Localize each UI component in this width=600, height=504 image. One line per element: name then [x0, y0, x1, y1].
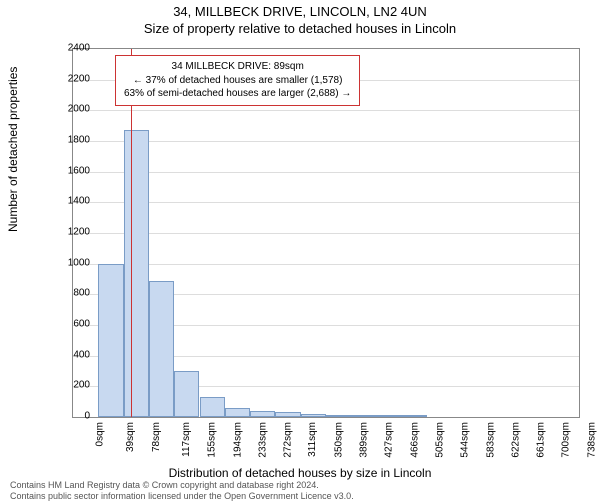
xtick-label: 622sqm: [510, 422, 521, 458]
attribution-text: Contains HM Land Registry data © Crown c…: [10, 480, 354, 502]
xtick-label: 0sqm: [94, 422, 105, 446]
ytick-label: 2200: [50, 73, 90, 84]
chart-title-sub: Size of property relative to detached ho…: [0, 21, 600, 36]
xtick-label: 661sqm: [536, 422, 547, 458]
attribution-line1: Contains HM Land Registry data © Crown c…: [10, 480, 319, 490]
info-line: 63% of semi-detached houses are larger (…: [124, 87, 351, 101]
histogram-bar: [275, 412, 300, 417]
ytick-label: 2000: [50, 104, 90, 115]
gridline-h: [73, 141, 579, 142]
xtick-label: 155sqm: [207, 422, 218, 458]
property-info-box: 34 MILLBECK DRIVE: 89sqm← 37% of detache…: [115, 55, 360, 106]
xtick-label: 466sqm: [409, 422, 420, 458]
histogram-bar: [301, 414, 326, 417]
xtick-label: 700sqm: [561, 422, 572, 458]
histogram-bar: [98, 264, 123, 417]
xtick-label: 39sqm: [125, 422, 136, 452]
y-axis-label: Number of detached properties: [6, 67, 20, 232]
xtick-label: 117sqm: [181, 422, 192, 457]
xtick-label: 738sqm: [586, 422, 597, 458]
xtick-label: 427sqm: [384, 422, 395, 458]
histogram-bar: [402, 415, 427, 417]
ytick-label: 0: [50, 411, 90, 422]
histogram-bar: [124, 130, 149, 417]
x-axis-label: Distribution of detached houses by size …: [0, 466, 600, 480]
xtick-label: 350sqm: [333, 422, 344, 458]
xtick-label: 78sqm: [151, 422, 162, 452]
histogram-bar: [149, 281, 174, 417]
ytick-label: 800: [50, 288, 90, 299]
gridline-h: [73, 202, 579, 203]
ytick-label: 1000: [50, 257, 90, 268]
xtick-label: 194sqm: [232, 422, 243, 458]
plot-area: 34 MILLBECK DRIVE: 89sqm← 37% of detache…: [72, 48, 580, 418]
chart-title-main: 34, MILLBECK DRIVE, LINCOLN, LN2 4UN: [0, 4, 600, 19]
gridline-h: [73, 233, 579, 234]
xtick-label: 389sqm: [359, 422, 370, 458]
ytick-label: 200: [50, 380, 90, 391]
xtick-label: 233sqm: [257, 422, 268, 458]
ytick-label: 1200: [50, 227, 90, 238]
gridline-h: [73, 110, 579, 111]
xtick-label: 583sqm: [485, 422, 496, 458]
ytick-label: 1400: [50, 196, 90, 207]
gridline-h: [73, 264, 579, 265]
histogram-bar: [250, 411, 275, 417]
xtick-label: 272sqm: [283, 422, 294, 458]
histogram-bar: [225, 408, 250, 417]
xtick-label: 505sqm: [434, 422, 445, 458]
histogram-bar: [200, 397, 225, 417]
xtick-label: 311sqm: [307, 422, 318, 457]
info-line: 34 MILLBECK DRIVE: 89sqm: [124, 60, 351, 74]
gridline-h: [73, 172, 579, 173]
histogram-bar: [377, 415, 402, 417]
xtick-label: 544sqm: [460, 422, 471, 458]
ytick-label: 2400: [50, 43, 90, 54]
ytick-label: 1600: [50, 165, 90, 176]
histogram-bar: [326, 415, 351, 417]
ytick-label: 600: [50, 319, 90, 330]
ytick-label: 400: [50, 349, 90, 360]
histogram-bar: [351, 415, 376, 417]
histogram-bar: [174, 371, 199, 417]
info-line: ← 37% of detached houses are smaller (1,…: [124, 74, 351, 88]
ytick-label: 1800: [50, 135, 90, 146]
